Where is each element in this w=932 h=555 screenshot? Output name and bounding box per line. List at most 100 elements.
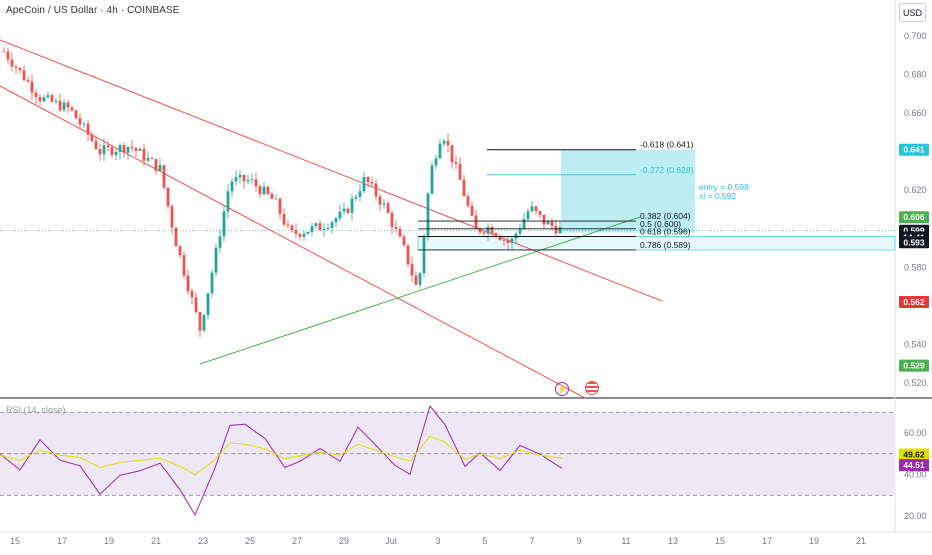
candle-body-95 [382,203,386,205]
candle-body-106 [426,193,430,236]
candle-body-11 [46,95,50,98]
candle-body-113 [454,162,458,164]
descending-channel-lower-line [0,85,586,399]
candle-body-76 [306,231,310,234]
candles [2,47,562,338]
trend-lines[interactable] [0,39,663,399]
candle-body-83 [334,218,338,223]
candle-body-115 [462,179,466,197]
rsi-title: RSI (14, close) [6,405,66,415]
candle-body-32 [130,146,134,148]
candle-body-80 [322,229,326,231]
time-tick-15: 15 [715,536,725,546]
candle-body-130 [522,219,526,229]
candle-body-25 [102,145,106,155]
trade-annotation-0: entry = 0.598 [699,182,749,192]
candle-body-10 [42,97,46,102]
candle-body-72 [290,225,294,231]
price-badge-text-4: 0.593 [903,237,925,247]
candle-body-54 [218,236,222,248]
rsi-badge-1 [899,459,929,472]
candle-body-6 [26,80,30,82]
price-tick-2: 0.660 [904,108,927,118]
candle-body-30 [122,145,126,153]
fib-retracement[interactable]: -0.618 (0.641) -0.272 (0.628) 0.382 (0.604… [418,140,749,251]
candle-body-109 [438,143,442,159]
time-tick-13: 11 [621,536,630,546]
candle-body-137 [550,221,554,227]
candle-body-93 [374,183,378,197]
candle-body-33 [134,147,138,151]
candle-body-107 [430,165,434,194]
candle-body-92 [370,182,374,184]
candle-body-118 [474,215,478,229]
time-tick-9: 3 [435,536,440,546]
currency-button[interactable]: USD [899,3,926,22]
price-badge-text-2: 0.599 [903,226,925,236]
candle-body-1 [6,51,10,60]
rsi-pane [0,405,895,517]
us-flag-icon[interactable] [585,381,599,395]
candle-body-55 [222,211,226,237]
candle-body-90 [362,177,366,192]
candle-body-59 [238,174,242,178]
price-tick-4: 0.580 [904,262,927,272]
candle-body-102 [410,264,414,276]
candle-body-112 [450,145,454,163]
candle-body-78 [314,223,318,227]
candle-body-5 [22,70,26,81]
lightning-icon[interactable]: ⚡ [555,382,569,396]
time-tick-7: 29 [339,536,349,546]
price-tick-3: 0.620 [904,185,927,195]
candle-body-117 [470,205,474,216]
candle-body-67 [270,193,274,199]
candle-body-50 [202,314,206,331]
candle-body-38 [154,159,158,171]
candle-body-124 [498,236,502,241]
price-badge-4 [899,236,929,249]
candle-body-29 [118,145,122,152]
candle-body-9 [38,96,42,102]
candle-body-57 [230,181,234,192]
candle-body-8 [34,92,38,97]
candle-body-64 [258,186,262,195]
time-tick-3: 21 [151,536,161,546]
candle-body-52 [210,272,214,294]
candle-body-23 [94,140,98,150]
time-tick-14: 13 [668,536,678,546]
candle-body-13 [54,100,58,102]
candle-body-31 [126,146,130,153]
candle-body-2 [10,59,14,67]
fib-label-4: 0.618 (0.596) [640,226,691,236]
axes: 0.700 0.680 0.660 0.620 0.580 0.540 0.520 15 17 1… [10,31,927,546]
target-zone [561,149,695,233]
candle-body-110 [442,140,446,144]
candle-body-71 [286,224,290,226]
candle-body-20 [82,123,86,125]
fib-label-5: 0.786 (0.589) [640,240,691,250]
candle-body-37 [150,157,154,160]
candle-body-0 [2,51,6,53]
candle-body-45 [182,255,186,276]
candle-body-70 [282,213,286,225]
candle-body-62 [250,179,254,181]
price-badge-text-0: 0.641 [903,145,925,155]
candle-body-19 [78,118,82,125]
candle-body-136 [546,221,550,225]
candle-body-49 [198,312,202,331]
price-badge-text-6: 0.529 [903,361,925,371]
candle-body-97 [390,212,394,228]
candle-body-127 [510,238,514,243]
trade-annotation-1: sl = 0.592 [699,191,736,201]
candle-body-48 [194,297,198,313]
candle-body-34 [138,149,142,151]
time-tick-16: 17 [762,536,772,546]
candle-body-79 [318,223,322,231]
candle-body-139 [558,227,562,234]
rsi-tick-2: 20.00 [904,511,927,521]
candle-body-86 [346,208,350,213]
candle-body-138 [554,226,558,234]
candle-body-132 [530,206,534,212]
